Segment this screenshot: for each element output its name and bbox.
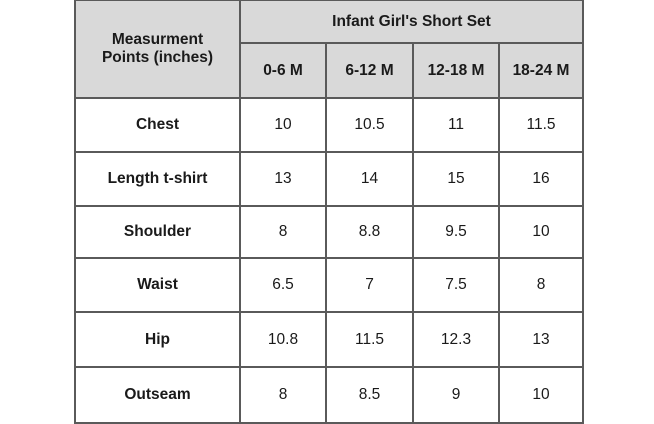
size-row: 0-6 M 6-12 M 12-18 M 18-24 M [75, 42, 584, 99]
measurement: 10.8 [239, 311, 327, 368]
size-header: 18-24 M [498, 42, 584, 99]
corner-cell: Measurment Points (inches) [74, 0, 241, 99]
measurement: 10.5 [325, 97, 414, 153]
measurement: 13 [239, 151, 327, 207]
measurement: 15 [412, 151, 500, 207]
size-header: 0-6 M [239, 42, 327, 99]
measurement: 8.8 [325, 205, 414, 259]
measurement: 13 [498, 311, 584, 368]
table-row: Chest 10 10.5 11 11.5 [74, 97, 584, 153]
size-header: 6-12 M [325, 42, 414, 99]
table-row: Waist 6.5 7 7.5 8 [74, 257, 584, 313]
row-label: Length t-shirt [74, 151, 241, 207]
size-header: 12-18 M [412, 42, 500, 99]
measurement: 11.5 [498, 97, 584, 153]
row-label: Shoulder [74, 205, 241, 259]
measurement: 9.5 [412, 205, 500, 259]
row-label: Hip [74, 311, 241, 368]
table-header: Measurment Points (inches) Infant Girl's… [74, 0, 584, 99]
measurement: 6.5 [239, 257, 327, 313]
table-row: Hip 10.8 11.5 12.3 13 [74, 311, 584, 368]
measurement: 7.5 [412, 257, 500, 313]
measurement: 8 [239, 205, 327, 259]
measurement: 10 [498, 366, 584, 424]
row-label: Outseam [74, 366, 241, 424]
table-row: Shoulder 8 8.8 9.5 10 [74, 205, 584, 259]
measurement: 9 [412, 366, 500, 424]
table-body: Chest 10 10.5 11 11.5 Length t-shirt 13 14 15 16 S… [74, 97, 584, 424]
measurement: 10 [239, 97, 327, 153]
table-row: Outseam 8 8.5 9 10 [74, 366, 584, 424]
table-title: Infant Girl's Short Set [239, 0, 584, 44]
header-row: Measurment Points (inches) Infant Girl's… [74, 0, 584, 99]
measurement: 11 [412, 97, 500, 153]
measurement: 8 [239, 366, 327, 424]
row-label: Chest [74, 97, 241, 153]
measurement: 10 [498, 205, 584, 259]
measurement: 8 [498, 257, 584, 313]
row-label: Waist [74, 257, 241, 313]
measurement: 16 [498, 151, 584, 207]
measurement: 12.3 [412, 311, 500, 368]
measurement: 8.5 [325, 366, 414, 424]
measurement: 14 [325, 151, 414, 207]
table-row: Length t-shirt 13 14 15 16 [74, 151, 584, 207]
measurement: 11.5 [325, 311, 414, 368]
measurement: 7 [325, 257, 414, 313]
size-chart: Measurment Points (inches) Infant Girl's… [74, 0, 584, 424]
